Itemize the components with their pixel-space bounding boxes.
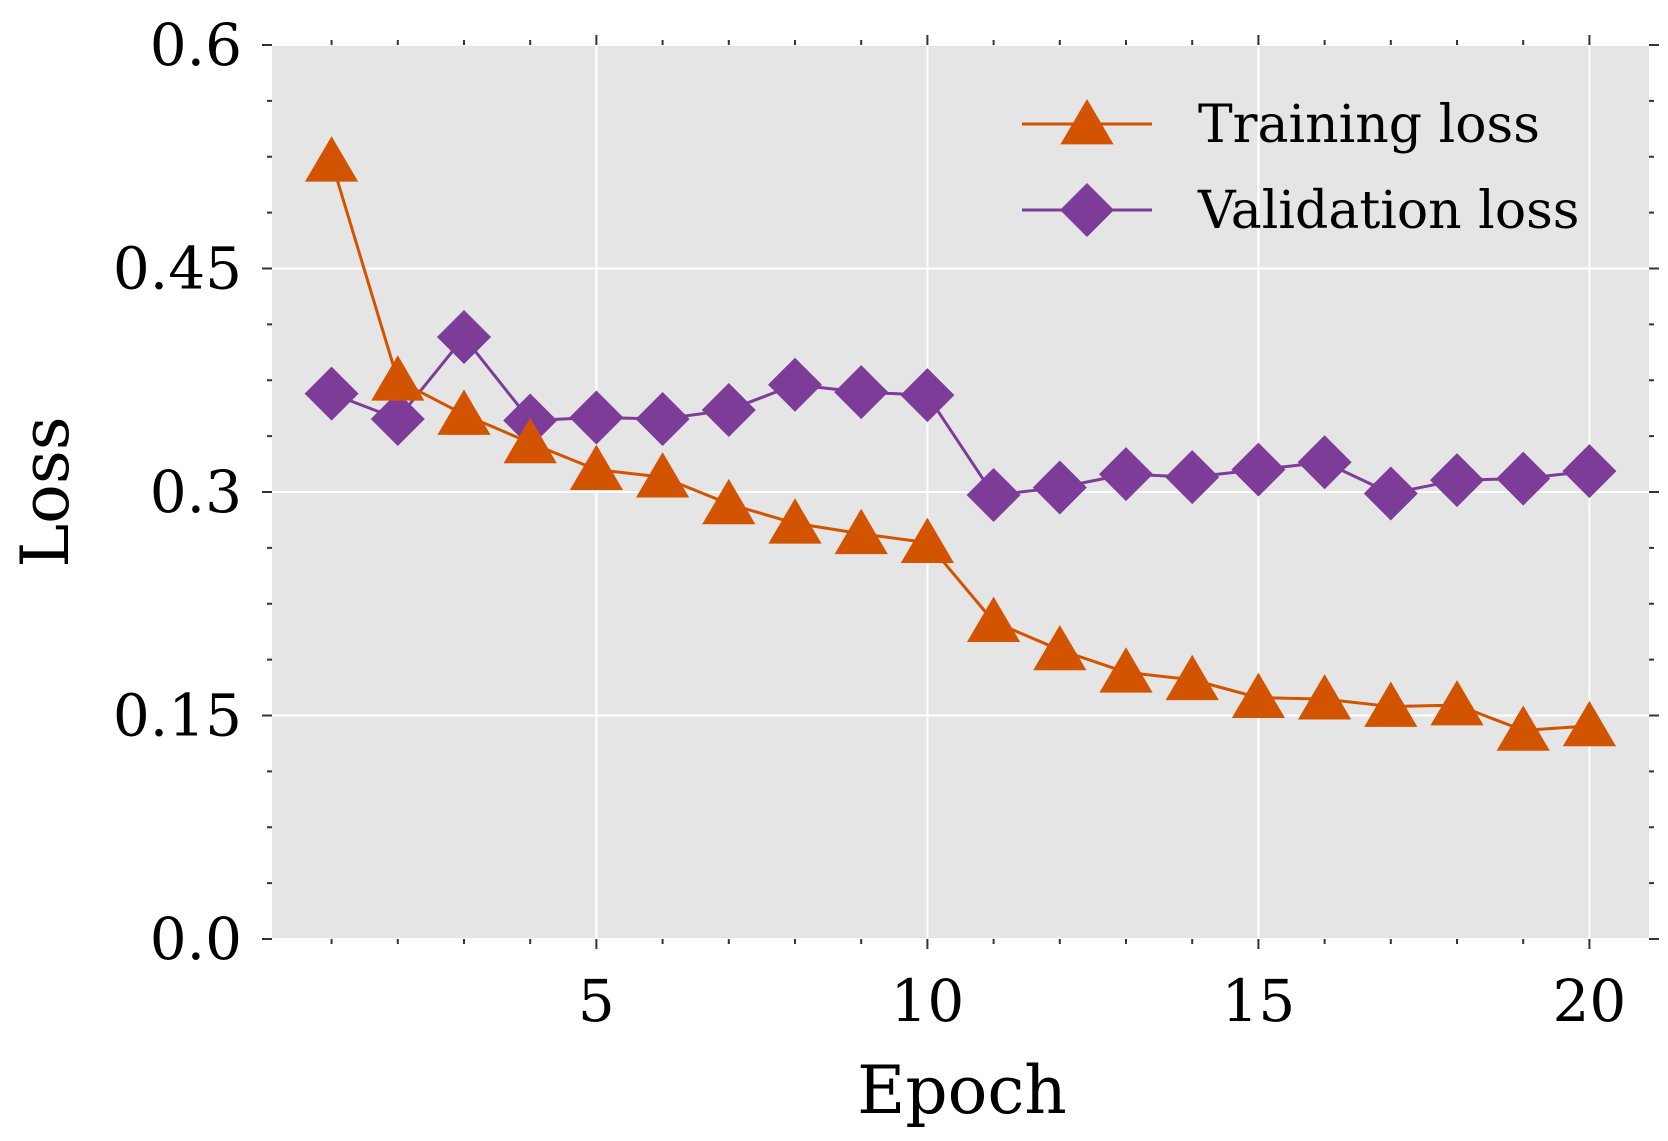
training-loss-point [702,478,756,525]
x-axis-label: Epoch [857,1052,1067,1129]
validation-loss-point [1032,460,1087,515]
y-tick-label: 0.3 [150,458,242,526]
training-loss-point [1562,700,1617,747]
validation-loss-point [436,310,491,365]
data-series [304,136,1617,751]
validation-loss-point [1363,466,1418,521]
validation-loss-point [1297,435,1352,490]
x-tick-label: 15 [1222,967,1296,1035]
training-loss-point [304,136,359,182]
validation-loss-point [701,383,756,438]
training-loss-point [967,596,1021,642]
validation-loss-point [370,391,425,446]
training-loss-point [569,444,623,491]
y-tick-label: 0.15 [113,682,242,750]
x-tick-label: 20 [1553,967,1627,1035]
training-loss-point [1099,647,1153,693]
validation-loss-point [1496,451,1551,506]
training-loss-point [1430,680,1484,726]
legend: Training loss Validation loss [1022,95,1580,241]
validation-loss-point [1165,450,1220,505]
legend-label-validation: Validation loss [1197,181,1580,241]
validation-loss-point [635,391,690,446]
x-tick-label: 5 [578,967,615,1035]
training-loss-point [1496,705,1550,751]
training-loss-point [437,389,491,435]
training-loss-point [1165,654,1219,701]
y-tick-label: 0.45 [113,235,242,303]
axis-ticks [262,35,1659,949]
validation-loss-point [304,366,359,421]
training-loss-point [1231,672,1286,718]
validation-loss-point [1430,453,1485,508]
legend-marker-validation [1060,183,1114,237]
training-loss-point [503,417,557,464]
legend-marker-training [1060,99,1114,145]
y-axis-label: Loss [7,416,84,567]
legend-label-training: Training loss [1198,95,1540,155]
validation-loss-point [966,467,1021,522]
training-loss-point [1364,681,1418,727]
training-loss-point [635,452,690,498]
validation-loss-point [569,390,624,445]
training-loss-point [834,508,888,555]
training-loss-point [371,355,425,401]
training-loss-point [1298,674,1352,720]
y-tick-label: 0.6 [150,11,242,79]
tick-labels: 5 10 15 20 0.0 0.15 0.3 0.45 0.6 [113,11,1626,1035]
validation-loss-point [767,357,822,412]
training-loss-point [768,498,822,544]
validation-loss-point [834,365,889,420]
validation-loss-point [900,368,955,423]
x-tick-label: 10 [890,967,964,1035]
validation-loss-point [1231,442,1286,497]
validation-loss-point [1099,447,1154,502]
y-tick-label: 0.0 [150,905,242,973]
training-loss-point [900,517,954,564]
validation-loss-point [1562,444,1617,499]
training-loss-point [1033,624,1087,671]
